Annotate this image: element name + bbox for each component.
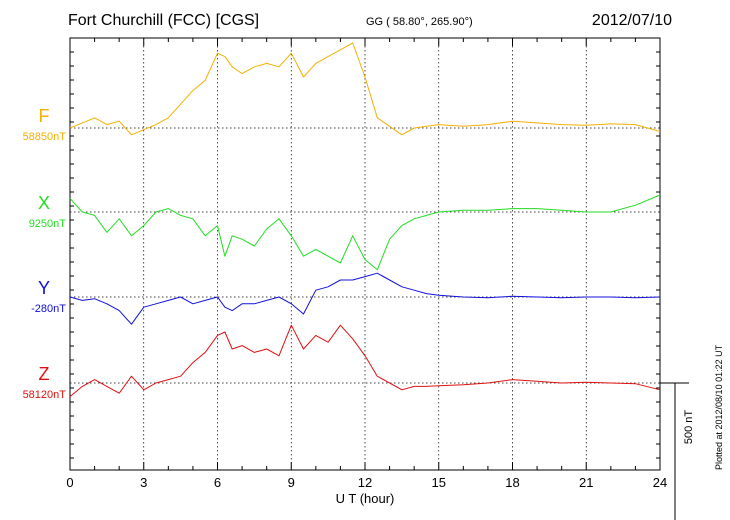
baseline-label-x: 9250nT [29,218,67,230]
x-tick-label: 24 [653,475,667,490]
chart-date: 2012/07/10 [591,12,672,29]
series-line-x [69,194,661,271]
baseline-label-y: -280nT [31,303,66,315]
x-axis-label: U T (hour) [336,491,395,506]
x-tick-label: 21 [579,475,593,490]
component-label-z: Z [39,364,50,384]
baseline-label-f: 58850nT [23,131,67,143]
x-tick-label: 3 [140,475,147,490]
x-tick-label: 12 [358,475,372,490]
baseline-label-z: 58120nT [23,389,67,401]
x-tick-label: 0 [66,475,73,490]
x-tick-label: 9 [288,475,295,490]
grid [143,38,587,470]
component-label-x: X [38,193,50,213]
component-label-f: F [39,106,50,126]
x-tick-label: 15 [432,475,446,490]
component-label-y: Y [38,278,50,298]
x-tick-label: 18 [505,475,519,490]
series-line-f [69,42,661,136]
station-coords: GG ( 58.80°, 265.90°) [366,16,473,28]
series-line-y [69,272,661,325]
plotted-timestamp: Plotted at 2012/08/10 01:22 UT [714,344,724,470]
series-line-z [69,324,661,397]
x-tick-label: 6 [214,475,221,490]
station-title: Fort Churchill (FCC) [CGS] [68,12,260,29]
scale-bar-label: 500 nT [683,410,695,445]
